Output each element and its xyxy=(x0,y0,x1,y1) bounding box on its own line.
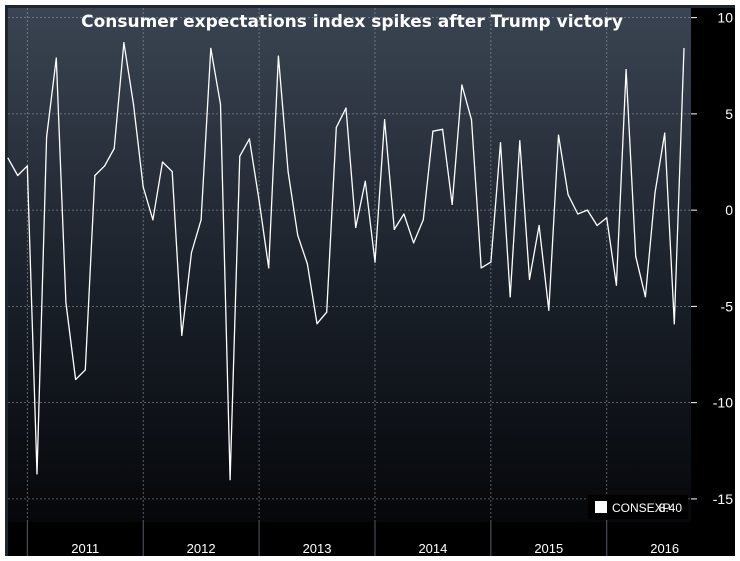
data-point xyxy=(277,55,279,57)
data-point xyxy=(470,119,473,121)
data-point xyxy=(171,171,173,173)
data-point xyxy=(538,224,540,227)
data-point xyxy=(132,103,135,105)
data-point xyxy=(316,323,318,325)
series-layer xyxy=(7,42,685,481)
data-point xyxy=(268,267,270,269)
data-point xyxy=(606,217,608,219)
data-point xyxy=(403,213,405,215)
data-point xyxy=(297,234,299,236)
legend: CONSEXP 8.40 xyxy=(588,495,688,519)
data-point xyxy=(152,219,154,221)
data-point xyxy=(94,174,96,177)
data-point xyxy=(46,136,48,138)
data-point xyxy=(190,251,193,254)
data-point xyxy=(355,226,357,229)
y-tick-label: -5 xyxy=(721,298,734,314)
data-point xyxy=(248,138,251,140)
year-label: 2012 xyxy=(187,541,216,556)
data-point xyxy=(26,165,28,167)
year-label: 2011 xyxy=(71,541,99,556)
y-tick-label: 10 xyxy=(717,10,733,26)
data-point xyxy=(17,174,19,177)
data-point xyxy=(548,309,550,311)
plot-area xyxy=(8,8,691,522)
data-point xyxy=(335,126,337,128)
data-point xyxy=(490,261,492,263)
y-axis-panel xyxy=(691,8,735,556)
data-point xyxy=(509,296,511,298)
data-point xyxy=(654,192,656,194)
data-point xyxy=(161,161,164,163)
data-point xyxy=(528,278,531,281)
data-point xyxy=(499,142,502,144)
data-point xyxy=(219,103,222,105)
data-point xyxy=(673,323,675,325)
data-point xyxy=(422,219,424,221)
data-point xyxy=(374,261,376,263)
grid-lines xyxy=(8,8,691,522)
data-point xyxy=(345,107,347,109)
data-point xyxy=(84,369,86,371)
data-point xyxy=(557,134,560,136)
y-tick-label: 0 xyxy=(725,202,733,218)
data-point xyxy=(65,301,67,304)
x-axis: 2011 2012 2013 2014 2015 2016 xyxy=(26,522,679,556)
year-label: 2016 xyxy=(650,541,679,556)
data-point xyxy=(200,219,202,221)
data-point xyxy=(461,84,463,86)
data-point xyxy=(664,132,666,134)
data-point xyxy=(432,130,434,132)
data-point xyxy=(480,267,482,269)
data-point xyxy=(567,194,569,196)
data-point xyxy=(36,473,38,475)
data-point xyxy=(615,284,618,286)
y-axis: 10 5 0 -5 -10 -15 xyxy=(691,10,733,507)
data-point xyxy=(644,296,646,298)
data-point xyxy=(683,47,685,50)
data-point xyxy=(393,228,395,230)
data-point xyxy=(577,213,579,215)
legend-series-name: CONSEXP xyxy=(612,501,671,515)
x-axis-panel xyxy=(8,522,691,556)
data-point xyxy=(635,255,637,257)
y-tick-label: -15 xyxy=(713,491,733,507)
data-point xyxy=(210,47,212,50)
data-point xyxy=(55,57,57,59)
data-point xyxy=(364,180,366,182)
data-point xyxy=(142,186,144,188)
legend-last-value: 8.40 xyxy=(659,501,683,515)
legend-swatch xyxy=(595,501,607,513)
data-point xyxy=(451,203,453,205)
data-point xyxy=(596,224,598,227)
data-point xyxy=(75,378,77,381)
y-tick-label: 5 xyxy=(725,106,733,122)
data-point xyxy=(258,199,260,202)
data-point xyxy=(413,242,415,244)
data-point xyxy=(123,42,125,44)
year-label: 2015 xyxy=(534,541,563,556)
year-label: 2013 xyxy=(303,541,332,556)
data-point xyxy=(181,334,183,336)
data-point xyxy=(103,165,106,167)
data-point xyxy=(384,119,386,121)
year-label: 2014 xyxy=(418,541,447,556)
data-point xyxy=(287,171,289,173)
data-point xyxy=(625,69,627,71)
chart-title: Consumer expectations index spikes after… xyxy=(81,12,623,32)
data-point xyxy=(113,147,115,150)
data-point xyxy=(586,209,589,211)
y-tick-label: -10 xyxy=(713,395,733,411)
data-point xyxy=(441,128,444,130)
data-point xyxy=(7,157,9,159)
data-point xyxy=(519,140,521,142)
data-point xyxy=(239,155,241,157)
data-point xyxy=(326,311,328,313)
data-point xyxy=(306,263,308,265)
data-point xyxy=(229,479,231,481)
